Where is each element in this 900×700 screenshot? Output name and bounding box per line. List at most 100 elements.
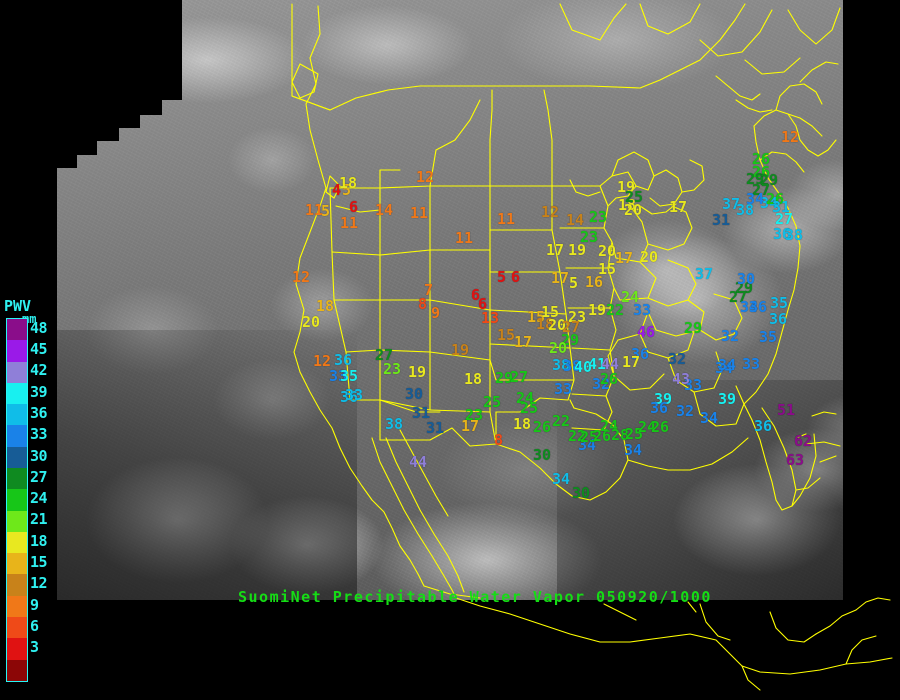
station-pwv-value[interactable]: 34 xyxy=(578,436,597,454)
station-pwv-value[interactable]: 18 xyxy=(513,415,532,433)
station-pwv-value[interactable]: 27 xyxy=(752,181,771,199)
station-pwv-value[interactable]: 38 xyxy=(785,226,804,244)
station-pwv-value[interactable]: 18 xyxy=(339,174,358,192)
station-pwv-value[interactable]: 11 xyxy=(340,214,359,232)
station-pwv-value[interactable]: 11 xyxy=(497,210,516,228)
station-pwv-value[interactable]: 18 xyxy=(464,370,483,388)
station-pwv-value[interactable]: 16 xyxy=(585,273,604,291)
station-pwv-value[interactable]: 35 xyxy=(340,367,359,385)
station-pwv-value[interactable]: 39 xyxy=(718,390,737,408)
station-pwv-value[interactable]: 32 xyxy=(592,375,611,393)
station-pwv-value[interactable]: 12 xyxy=(781,128,800,146)
station-pwv-value[interactable]: 18 xyxy=(536,315,555,333)
station-pwv-value[interactable]: 34 xyxy=(624,441,643,459)
station-pwv-value[interactable]: 33 xyxy=(554,380,573,398)
station-pwv-value[interactable]: 36 xyxy=(754,417,773,435)
station-pwv-value[interactable]: 33 xyxy=(742,355,761,373)
station-pwv-value[interactable]: 24 xyxy=(600,417,619,435)
station-pwv-value[interactable]: 62 xyxy=(794,432,813,450)
station-pwv-value[interactable]: 29 xyxy=(760,171,779,189)
station-pwv-value[interactable]: 27 xyxy=(729,288,748,306)
station-pwv-value[interactable]: 33 xyxy=(684,376,703,394)
station-pwv-value[interactable]: 9 xyxy=(431,304,441,322)
station-pwv-value[interactable]: 27 xyxy=(375,346,394,364)
station-pwv-value[interactable]: 33 xyxy=(633,301,652,319)
station-pwv-value[interactable]: 7 xyxy=(424,281,434,299)
station-pwv-value[interactable]: 15 xyxy=(598,260,617,278)
pwv-colorbar[interactable] xyxy=(6,318,28,682)
station-pwv-value[interactable]: 34 xyxy=(760,194,779,212)
station-pwv-value[interactable]: 36 xyxy=(650,399,669,417)
station-pwv-value[interactable]: 27 xyxy=(510,368,529,386)
station-pwv-value[interactable]: 36 xyxy=(340,388,359,406)
station-pwv-value[interactable]: 38 xyxy=(736,201,755,219)
station-pwv-value[interactable]: 33 xyxy=(345,386,364,404)
station-pwv-value[interactable]: 14 xyxy=(375,201,394,219)
station-pwv-value[interactable]: 30 xyxy=(405,385,424,403)
station-pwv-value[interactable]: 17 xyxy=(622,353,641,371)
station-pwv-value[interactable]: 38 xyxy=(552,356,571,374)
station-pwv-value[interactable]: 29 xyxy=(735,279,754,297)
station-pwv-value[interactable]: 19 xyxy=(617,178,636,196)
station-pwv-value[interactable]: 23 xyxy=(568,308,587,326)
station-pwv-value[interactable]: 37 xyxy=(695,265,714,283)
station-pwv-value[interactable]: 29 xyxy=(561,331,580,349)
station-pwv-value[interactable]: 36 xyxy=(334,351,353,369)
station-pwv-value[interactable]: 26 xyxy=(752,163,771,181)
station-pwv-value[interactable]: 5 xyxy=(342,181,352,199)
station-pwv-value[interactable]: 26 xyxy=(651,418,670,436)
station-pwv-value[interactable]: 34 xyxy=(718,356,737,374)
station-pwv-value[interactable]: 32 xyxy=(668,350,687,368)
station-pwv-value[interactable]: 12 xyxy=(541,203,560,221)
station-pwv-value[interactable]: 34 xyxy=(740,298,759,316)
station-pwv-value[interactable]: 37 xyxy=(722,195,741,213)
station-pwv-value[interactable]: 20 xyxy=(548,316,567,334)
station-pwv-value[interactable]: 22 xyxy=(552,412,571,430)
station-pwv-value[interactable]: 32 xyxy=(721,327,740,345)
station-pwv-value[interactable]: 34 xyxy=(552,470,571,488)
station-pwv-value[interactable]: 24 xyxy=(638,418,657,436)
station-pwv-value[interactable]: 15 xyxy=(527,308,546,326)
station-pwv-value[interactable]: 20 xyxy=(640,248,659,266)
station-pwv-value[interactable]: 20 xyxy=(598,242,617,260)
station-pwv-value[interactable]: 31 xyxy=(426,419,445,437)
station-pwv-value[interactable]: 23 xyxy=(465,406,484,424)
station-pwv-value[interactable]: 14 xyxy=(566,211,585,229)
station-pwv-value[interactable]: 25 xyxy=(625,188,644,206)
station-pwv-value[interactable]: 29 xyxy=(684,319,703,337)
station-pwv-value[interactable]: 6 xyxy=(349,198,359,216)
station-pwv-value[interactable]: 46 xyxy=(637,323,656,341)
station-pwv-value[interactable]: 8 xyxy=(418,295,428,313)
station-pwv-value[interactable]: 13 xyxy=(481,309,500,327)
station-pwv-value[interactable]: 28 xyxy=(611,426,630,444)
station-pwv-value[interactable]: 44 xyxy=(409,453,428,471)
station-pwv-value[interactable]: 20 xyxy=(302,313,321,331)
station-pwv-value[interactable]: 11 xyxy=(455,229,474,247)
station-pwv-value[interactable]: 6 xyxy=(511,268,521,286)
station-pwv-value[interactable]: 23 xyxy=(589,208,608,226)
station-pwv-value[interactable]: 17 xyxy=(461,417,480,435)
station-pwv-value[interactable]: 17 xyxy=(551,269,570,287)
station-pwv-value[interactable]: 30 xyxy=(533,446,552,464)
station-pwv-value[interactable]: 25 xyxy=(625,425,644,443)
station-pwv-value[interactable]: 32 xyxy=(676,402,695,420)
station-pwv-value[interactable]: 19 xyxy=(568,241,587,259)
station-pwv-value[interactable]: 35 xyxy=(759,328,778,346)
station-pwv-value[interactable]: 34 xyxy=(700,409,719,427)
station-pwv-value[interactable]: 38 xyxy=(563,357,582,375)
station-pwv-value[interactable]: 17 xyxy=(669,198,688,216)
station-pwv-value[interactable]: 39 xyxy=(654,390,673,408)
station-pwv-value[interactable]: 25 xyxy=(483,393,502,411)
station-pwv-value[interactable]: 25 xyxy=(520,399,539,417)
station-pwv-value[interactable]: 26 xyxy=(593,427,612,445)
station-pwv-value[interactable]: 26 xyxy=(752,150,771,168)
station-pwv-value[interactable]: 33 xyxy=(329,367,348,385)
station-pwv-value[interactable]: 36 xyxy=(769,310,788,328)
station-pwv-value[interactable]: 31 xyxy=(412,404,431,422)
station-pwv-value[interactable]: 44 xyxy=(601,355,620,373)
station-pwv-value[interactable]: 17 xyxy=(514,333,533,351)
station-pwv-value[interactable]: 6 xyxy=(471,286,481,304)
station-pwv-value[interactable]: 20 xyxy=(624,201,643,219)
station-pwv-value[interactable]: 5 xyxy=(497,268,507,286)
station-pwv-value[interactable]: 31 xyxy=(712,211,731,229)
